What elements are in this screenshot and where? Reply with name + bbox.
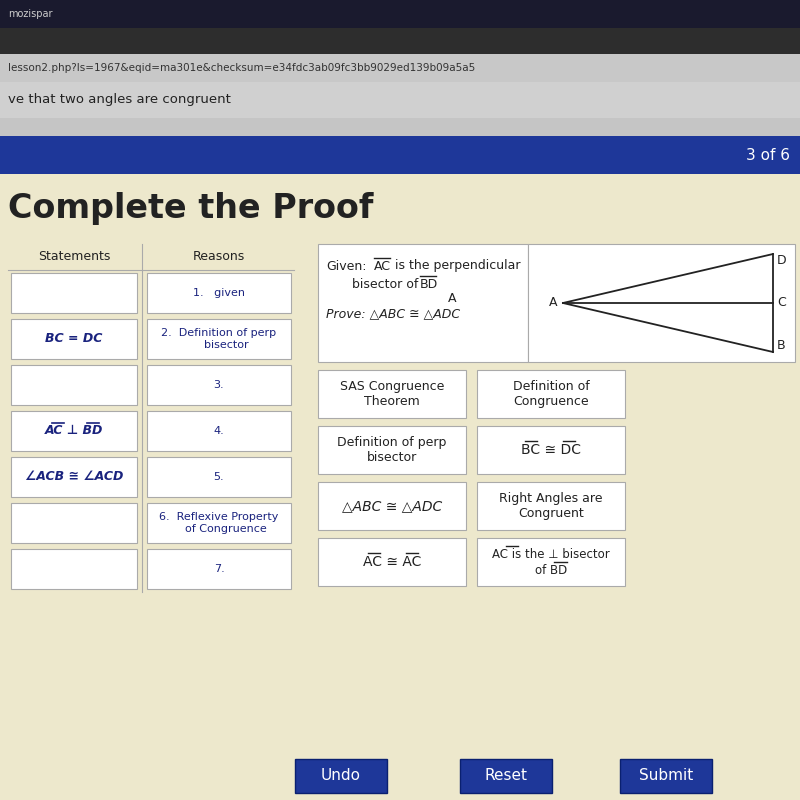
Bar — [147, 549, 291, 589]
Text: Statements: Statements — [38, 250, 110, 263]
Text: △ABC ≅ △ADC: △ABC ≅ △ADC — [342, 499, 442, 513]
Text: A: A — [549, 297, 558, 310]
Text: Undo: Undo — [321, 769, 361, 783]
Text: Reset: Reset — [485, 769, 527, 783]
Bar — [0, 0, 800, 28]
Bar — [147, 365, 291, 405]
Bar — [477, 482, 625, 530]
Text: AC: AC — [374, 259, 391, 273]
Text: 2.  Definition of perp
    bisector: 2. Definition of perp bisector — [162, 328, 277, 350]
Text: BD: BD — [420, 278, 438, 290]
Bar — [147, 457, 291, 497]
Bar — [147, 319, 291, 359]
Bar — [0, 82, 800, 118]
Text: mozispar: mozispar — [8, 9, 53, 19]
Text: C: C — [777, 297, 786, 310]
Bar — [477, 538, 625, 586]
Text: Definition of
Congruence: Definition of Congruence — [513, 380, 590, 408]
Bar — [318, 244, 528, 362]
Text: D: D — [777, 254, 786, 267]
Bar — [620, 759, 712, 793]
Bar — [318, 482, 466, 530]
Text: Definition of perp
bisector: Definition of perp bisector — [338, 436, 446, 464]
Text: 7.: 7. — [214, 564, 224, 574]
Text: 3.: 3. — [214, 380, 224, 390]
Text: AC ≅ AC: AC ≅ AC — [363, 555, 421, 569]
Text: Complete the Proof: Complete the Proof — [8, 192, 374, 225]
Bar — [295, 759, 387, 793]
Bar — [11, 319, 137, 359]
Text: BC ≅ DC: BC ≅ DC — [521, 443, 581, 457]
Bar — [0, 28, 800, 54]
Bar — [477, 426, 625, 474]
Bar — [528, 244, 795, 362]
Text: A: A — [448, 291, 457, 305]
Text: B: B — [777, 339, 786, 352]
Bar — [318, 538, 466, 586]
Bar — [11, 365, 137, 405]
Text: ve that two angles are congruent: ve that two angles are congruent — [8, 94, 231, 106]
Bar — [11, 549, 137, 589]
Text: BC = DC: BC = DC — [46, 333, 102, 346]
Bar — [147, 503, 291, 543]
Text: of BD: of BD — [535, 565, 567, 578]
Text: 6.  Reflexive Property
    of Congruence: 6. Reflexive Property of Congruence — [159, 512, 278, 534]
Bar — [147, 273, 291, 313]
Text: 5.: 5. — [214, 472, 224, 482]
Bar — [0, 136, 800, 174]
Text: is the perpendicular: is the perpendicular — [391, 259, 521, 273]
Text: Given:: Given: — [326, 259, 366, 273]
Bar — [318, 370, 466, 418]
Text: 4.: 4. — [214, 426, 224, 436]
Text: Reasons: Reasons — [193, 250, 245, 263]
Text: AC is the ⊥ bisector: AC is the ⊥ bisector — [492, 549, 610, 562]
Text: 1.   given: 1. given — [193, 288, 245, 298]
Text: Submit: Submit — [639, 769, 693, 783]
Text: Right Angles are
Congruent: Right Angles are Congruent — [499, 492, 602, 520]
Bar — [11, 411, 137, 451]
Text: lesson2.php?ls=1967&eqid=ma301e&checksum=e34fdc3ab09fc3bb9029ed139b09a5a5: lesson2.php?ls=1967&eqid=ma301e&checksum… — [8, 63, 475, 73]
Bar — [11, 273, 137, 313]
Text: 3 of 6: 3 of 6 — [746, 147, 790, 162]
Text: AC ⊥ BD: AC ⊥ BD — [45, 425, 103, 438]
Text: ∠ACB ≅ ∠ACD: ∠ACB ≅ ∠ACD — [25, 470, 123, 483]
Text: bisector of: bisector of — [352, 278, 422, 290]
Text: Prove: △ABC ≅ △ADC: Prove: △ABC ≅ △ADC — [326, 307, 460, 321]
Bar — [0, 118, 800, 136]
Bar — [0, 54, 800, 82]
Bar — [318, 426, 466, 474]
Bar — [477, 370, 625, 418]
Text: SAS Congruence
Theorem: SAS Congruence Theorem — [340, 380, 444, 408]
Bar — [460, 759, 552, 793]
Bar — [11, 503, 137, 543]
Bar — [147, 411, 291, 451]
Bar — [11, 457, 137, 497]
Bar — [0, 174, 800, 800]
